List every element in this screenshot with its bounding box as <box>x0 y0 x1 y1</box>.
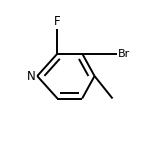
Text: N: N <box>27 70 36 82</box>
Text: Br: Br <box>118 49 130 59</box>
Text: F: F <box>54 15 61 28</box>
